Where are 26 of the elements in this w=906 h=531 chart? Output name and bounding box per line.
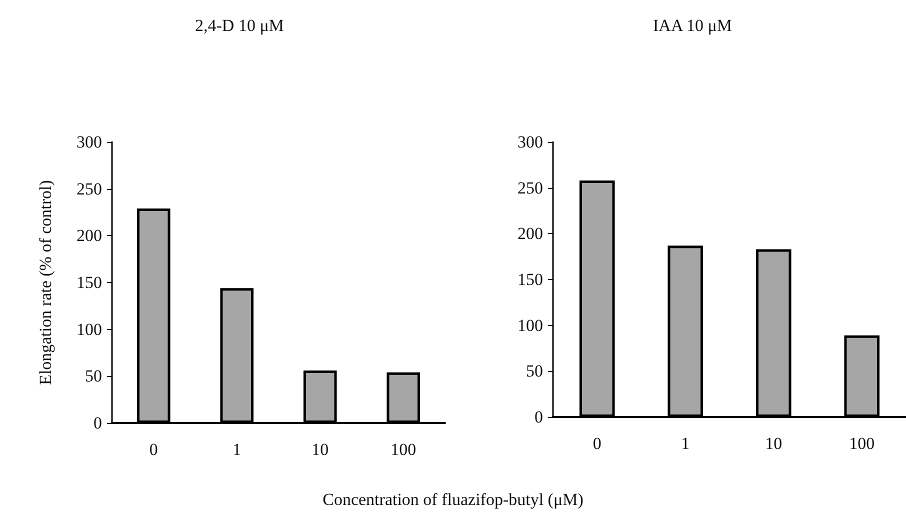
y-tick-label: 100	[76, 320, 102, 339]
x-tick-label: 100	[390, 440, 416, 459]
y-tick-label: 150	[518, 270, 543, 289]
y-tick-label: 150	[76, 273, 102, 292]
x-tick-label: 1	[232, 440, 242, 459]
y-tick-label: 50	[526, 362, 543, 381]
y-tick-label: 300	[76, 132, 102, 152]
y-tick-label: 0	[534, 408, 543, 426]
x-axis-title: Concentration of fluazifop-butyl (μM)	[322, 490, 584, 510]
x-tick-label: 100	[849, 434, 875, 453]
y-tick-label: 200	[518, 224, 543, 244]
x-tick-label: 10	[312, 440, 329, 459]
y-tick-label: 250	[518, 178, 543, 198]
y-axis-title: Elongation rate (% of control)	[36, 180, 55, 385]
chart-title: 2,4-D 10 μM	[195, 16, 284, 35]
y-tick-label: 50	[85, 366, 102, 386]
y-tick-label: 100	[518, 316, 543, 335]
x-tick-label: 0	[149, 440, 158, 459]
x-tick-label: 0	[592, 434, 602, 453]
y-tick-label: 200	[76, 226, 102, 246]
y-tick-label: 0	[94, 414, 102, 432]
x-tick-label: 10	[765, 434, 782, 453]
y-tick-label: 300	[518, 132, 543, 152]
chart-title: IAA 10 μM	[653, 16, 732, 35]
x-tick-label: 1	[681, 434, 690, 453]
y-tick-label: 250	[76, 179, 102, 198]
